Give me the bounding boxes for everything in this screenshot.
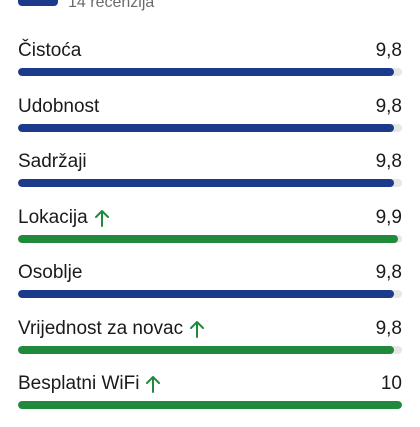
- review-header: 14 recenzija: [0, 0, 420, 14]
- rating-row-location: Lokacija 9,9: [18, 205, 402, 261]
- rating-label: Lokacija: [18, 206, 88, 228]
- arrow-up-icon: [94, 209, 109, 227]
- rating-label: Udobnost: [18, 95, 100, 117]
- rating-bar-fill: [18, 123, 395, 132]
- rating-label: Sadržaji: [18, 151, 87, 172]
- score-badge: [18, 0, 58, 6]
- rating-value: 9,8: [375, 40, 402, 61]
- arrow-up-icon: [190, 320, 205, 338]
- rating-bar-fill: [18, 68, 395, 76]
- rating-label: Vrijednost za novac: [18, 317, 184, 339]
- rating-row-facilities: Sadržaji 9,8: [18, 149, 402, 205]
- rating-row-free-wifi: Besplatni WiFi 10: [18, 371, 402, 427]
- rating-bar: [18, 401, 402, 409]
- review-count: 14 recenzija: [68, 0, 155, 11]
- rating-bar: [18, 234, 402, 243]
- category-ratings-list: Čistoća 9,8 Udobnost 9,8 Sadržaji 9,8 Lo…: [18, 38, 402, 427]
- rating-bar-fill: [18, 234, 399, 243]
- rating-value: 9,8: [375, 262, 402, 283]
- rating-value: 9,8: [375, 317, 402, 339]
- rating-bar: [18, 179, 402, 187]
- rating-row-cleanliness: Čistoća 9,8: [18, 38, 402, 94]
- rating-bar-fill: [18, 345, 395, 354]
- rating-label: Čistoća: [18, 40, 82, 61]
- arrow-up-icon: [146, 376, 161, 393]
- rating-bar: [18, 123, 402, 132]
- rating-value: 10: [380, 373, 402, 394]
- rating-bar-fill: [18, 179, 395, 187]
- rating-bar: [18, 68, 402, 76]
- rating-row-comfort: Udobnost 9,8: [18, 94, 402, 150]
- rating-row-value-for-money: Vrijednost za novac 9,8: [18, 316, 402, 372]
- rating-bar: [18, 345, 402, 354]
- rating-value: 9,9: [375, 206, 402, 228]
- rating-row-staff: Osoblje 9,8: [18, 260, 402, 316]
- rating-value: 9,8: [375, 151, 402, 172]
- rating-label: Besplatni WiFi: [18, 373, 140, 394]
- rating-bar-fill: [18, 401, 402, 409]
- rating-bar: [18, 290, 402, 298]
- rating-value: 9,8: [375, 95, 402, 117]
- rating-bar-fill: [18, 290, 395, 298]
- rating-label: Osoblje: [18, 262, 83, 283]
